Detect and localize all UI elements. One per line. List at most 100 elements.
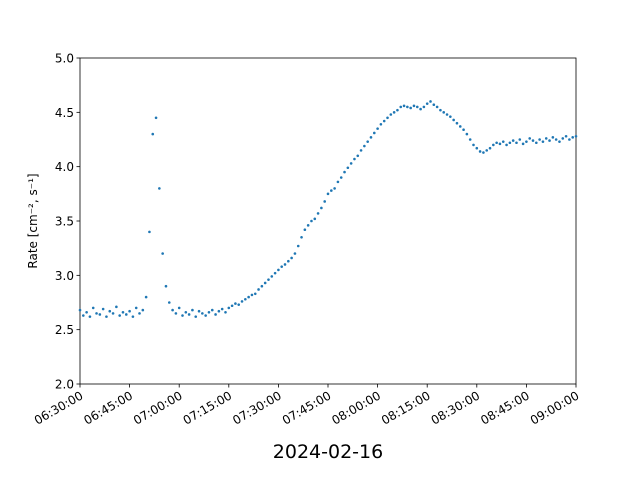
data-point [154, 116, 158, 120]
data-point [108, 309, 112, 313]
data-point [412, 104, 416, 108]
data-point [363, 144, 366, 148]
data-point [478, 150, 482, 153]
data-point [138, 312, 141, 315]
data-point [525, 140, 528, 143]
data-point [492, 143, 495, 147]
data-point [234, 302, 237, 305]
y-tick-label: 2.0 [55, 378, 74, 392]
data-point [290, 256, 293, 260]
data-point [247, 295, 250, 299]
data-point [439, 108, 442, 112]
data-point [554, 138, 558, 141]
y-tick-label: 3.0 [55, 269, 74, 283]
x-tick-label: 07:15:00 [181, 388, 235, 427]
data-point [521, 142, 525, 146]
data-point [505, 143, 508, 147]
data-point [359, 149, 363, 152]
data-point [379, 122, 383, 126]
y-tick-label: 4.0 [55, 160, 74, 174]
x-tick-label: 09:00:00 [528, 388, 582, 427]
data-point [310, 219, 313, 223]
data-point [452, 118, 455, 122]
data-point [561, 137, 565, 140]
data-point [82, 314, 85, 317]
data-point [280, 265, 284, 268]
data-point [191, 308, 194, 312]
data-point [204, 314, 207, 317]
data-point [91, 306, 95, 310]
data-point [501, 140, 505, 143]
data-point [244, 297, 247, 301]
data-point [336, 180, 340, 184]
data-point [538, 138, 541, 141]
data-point [277, 268, 280, 272]
data-point [124, 313, 128, 316]
data-point [442, 111, 446, 114]
x-tick-label: 08:15:00 [379, 388, 433, 427]
data-point [171, 308, 174, 312]
x-tick-label: 07:45:00 [280, 388, 334, 427]
data-point [409, 106, 412, 110]
data-point [111, 312, 115, 315]
data-point [283, 263, 287, 266]
data-point [131, 315, 135, 318]
data-point [217, 309, 221, 313]
data-point [429, 100, 432, 103]
data-point [257, 288, 260, 291]
data-point [531, 139, 535, 142]
data-point [455, 121, 459, 125]
data-point [508, 141, 512, 145]
data-point [306, 224, 310, 227]
data-point [227, 306, 231, 310]
data-point [535, 141, 538, 145]
data-point [568, 138, 571, 141]
data-point [402, 104, 406, 108]
data-point [382, 119, 386, 123]
data-point [207, 310, 211, 314]
plot-frame [79, 57, 577, 385]
data-point [528, 137, 532, 140]
y-tick-label: 3.5 [55, 215, 74, 229]
data-point [118, 314, 121, 317]
data-point [349, 162, 353, 165]
data-point [472, 143, 475, 147]
data-point [141, 308, 145, 312]
data-point [164, 284, 168, 288]
data-point [425, 102, 429, 105]
data-point [495, 141, 498, 145]
data-point [300, 236, 303, 239]
data-point [214, 313, 217, 316]
data-point [432, 103, 436, 107]
data-point [558, 140, 561, 143]
data-point [343, 170, 346, 174]
x-tick-label: 08:30:00 [429, 388, 483, 427]
x-tick-label: 07:00:00 [131, 388, 185, 427]
data-point [564, 134, 568, 138]
data-point [313, 217, 317, 221]
data-point [267, 278, 270, 281]
data-point [177, 306, 181, 310]
data-point [98, 313, 102, 316]
data-point [270, 275, 274, 278]
data-point [515, 141, 518, 145]
data-point [85, 310, 88, 314]
x-axis-label: 2024-02-16 [273, 441, 383, 463]
data-point [475, 146, 479, 150]
y-tick-label: 2.5 [55, 323, 74, 337]
data-point [303, 228, 307, 231]
data-point [323, 200, 326, 203]
data-point [260, 284, 264, 288]
data-point [296, 244, 300, 248]
data-point [128, 309, 131, 313]
y-tick-label: 5.0 [55, 52, 74, 66]
data-point [415, 105, 419, 109]
data-point [250, 293, 254, 297]
data-point [326, 192, 330, 196]
data-point [148, 230, 151, 234]
data-point [220, 307, 224, 311]
data-point [240, 300, 244, 303]
data-point [574, 134, 578, 138]
data-point [392, 111, 396, 114]
